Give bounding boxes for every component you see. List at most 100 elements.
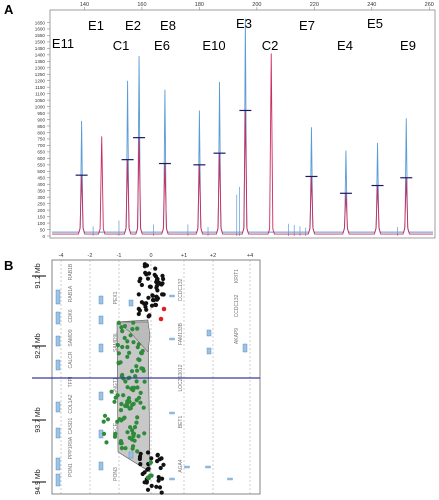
- red-point: [161, 306, 167, 312]
- green-point: [112, 434, 118, 439]
- gene-tick: [169, 411, 175, 415]
- green-point: [131, 433, 136, 439]
- peak-label-e7: E7: [299, 18, 315, 33]
- y-tick-label: 0: [42, 234, 45, 239]
- panel-a-label: A: [4, 2, 14, 17]
- x-tick-label: 260: [425, 2, 434, 8]
- y-tick-label: 950: [37, 111, 45, 116]
- black-point: [153, 266, 158, 271]
- green-point: [123, 446, 128, 451]
- black-point: [153, 302, 159, 308]
- gene-box: [98, 315, 104, 325]
- gene-box: [98, 461, 104, 471]
- gene-label: AGA4: [178, 459, 184, 473]
- peak-label-c2: C2: [262, 38, 279, 53]
- green-point: [136, 395, 142, 400]
- gene-box: [55, 359, 61, 371]
- green-point: [135, 326, 140, 331]
- black-point: [137, 279, 142, 284]
- y-tick-label: 850: [37, 124, 45, 129]
- x-tick-label: +4: [247, 253, 253, 259]
- peak-label-e10: E10: [202, 38, 225, 53]
- green-point: [113, 395, 118, 400]
- black-point: [157, 485, 163, 490]
- green-point: [116, 351, 121, 356]
- green-point: [145, 475, 150, 480]
- gene-label: RAB1A: [68, 285, 74, 302]
- peak-label-c1: C1: [113, 38, 130, 53]
- green-point: [120, 344, 125, 350]
- green-point: [136, 342, 141, 347]
- peak-label-e9: E9: [400, 38, 416, 53]
- peak-label-e11: E11: [52, 36, 74, 51]
- gene-box: [55, 401, 61, 413]
- black-point: [146, 314, 151, 319]
- y-tick-label: 1650: [35, 20, 46, 25]
- gene-tick: [169, 337, 175, 341]
- gene-box: [128, 299, 134, 307]
- green-point: [142, 431, 147, 436]
- peak-label-e4: E4: [337, 38, 353, 53]
- black-point: [156, 475, 161, 480]
- gene-box: [55, 335, 61, 347]
- y-tick-label: 1200: [35, 79, 46, 84]
- gene-box: [55, 457, 61, 471]
- green-point: [134, 379, 139, 384]
- black-point: [160, 273, 165, 278]
- black-point: [158, 465, 163, 471]
- gene-box: [55, 427, 61, 439]
- black-point: [137, 308, 142, 313]
- y-tick-label: 1000: [35, 104, 46, 109]
- y-tick-label: 550: [37, 163, 45, 168]
- peak-label-e1: E1: [88, 18, 104, 33]
- black-point: [136, 311, 141, 317]
- gene-label: TFPI: [68, 377, 74, 388]
- green-point: [136, 357, 141, 362]
- black-point: [144, 272, 149, 277]
- gene-label: CDK6: [68, 309, 74, 323]
- gene-box: [128, 451, 134, 459]
- black-point: [154, 295, 159, 300]
- green-point: [130, 327, 135, 332]
- green-point: [122, 415, 127, 420]
- black-point: [142, 264, 147, 269]
- gene-label: SAMD9L: [113, 332, 119, 352]
- gene-label: COL1A2: [68, 394, 74, 413]
- x-tick-label: -1: [117, 253, 122, 259]
- gene-label: GNGT1: [113, 377, 119, 394]
- black-point: [142, 470, 147, 475]
- gene-label: AKAP9: [234, 328, 240, 344]
- green-point: [125, 345, 130, 350]
- green-point: [131, 401, 136, 406]
- peak-label-e6: E6: [154, 38, 170, 53]
- y-tick-label: 250: [37, 201, 45, 206]
- green-point: [135, 449, 140, 454]
- y-tick-label: 150: [37, 214, 45, 219]
- y-tick-label: 300: [37, 195, 45, 200]
- green-point: [128, 425, 133, 430]
- green-point: [115, 343, 120, 348]
- black-point: [138, 462, 143, 467]
- green-point: [132, 438, 137, 443]
- black-point: [155, 453, 160, 458]
- green-point: [125, 354, 130, 359]
- black-point: [139, 282, 144, 288]
- green-point: [127, 435, 132, 440]
- green-point: [125, 430, 130, 435]
- x-tick-label: -2: [88, 253, 93, 259]
- green-point: [120, 329, 125, 334]
- gene-label: PEX1: [113, 291, 119, 304]
- green-point: [132, 425, 138, 430]
- black-point: [137, 454, 143, 459]
- gene-label: CALCR: [68, 351, 74, 368]
- gene-tick: [184, 465, 190, 469]
- black-point: [144, 307, 149, 312]
- gene-label: SAMD9: [68, 329, 74, 346]
- green-point: [142, 379, 147, 384]
- black-point: [150, 297, 156, 303]
- gene-label: RAB1B: [68, 263, 74, 280]
- y-tick-label: 1600: [35, 27, 46, 32]
- gene-box: [98, 391, 104, 401]
- peak-label-e2: E2: [125, 18, 141, 33]
